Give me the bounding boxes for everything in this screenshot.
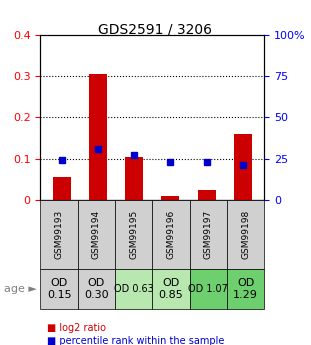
Text: GSM99198: GSM99198 bbox=[241, 210, 250, 259]
Text: GSM99195: GSM99195 bbox=[129, 210, 138, 259]
Text: OD
0.30: OD 0.30 bbox=[84, 278, 109, 300]
Bar bbox=[125, 157, 143, 200]
Text: OD
0.85: OD 0.85 bbox=[159, 278, 183, 300]
Text: GSM99197: GSM99197 bbox=[204, 210, 213, 259]
Bar bbox=[161, 196, 179, 200]
Text: age ►: age ► bbox=[4, 284, 37, 294]
Bar bbox=[197, 190, 216, 200]
Text: OD 0.63: OD 0.63 bbox=[114, 284, 154, 294]
Bar bbox=[234, 134, 252, 200]
Text: ■ percentile rank within the sample: ■ percentile rank within the sample bbox=[47, 336, 224, 345]
Text: OD
1.29: OD 1.29 bbox=[233, 278, 258, 300]
Text: ■ log2 ratio: ■ log2 ratio bbox=[47, 323, 106, 333]
Text: GSM99193: GSM99193 bbox=[55, 210, 63, 259]
Text: GSM99196: GSM99196 bbox=[167, 210, 175, 259]
Text: GDS2591 / 3206: GDS2591 / 3206 bbox=[99, 22, 212, 37]
Text: OD
0.15: OD 0.15 bbox=[47, 278, 72, 300]
Bar bbox=[89, 74, 107, 200]
Bar bbox=[53, 177, 71, 200]
Text: GSM99194: GSM99194 bbox=[92, 210, 101, 259]
Text: OD 1.07: OD 1.07 bbox=[188, 284, 228, 294]
